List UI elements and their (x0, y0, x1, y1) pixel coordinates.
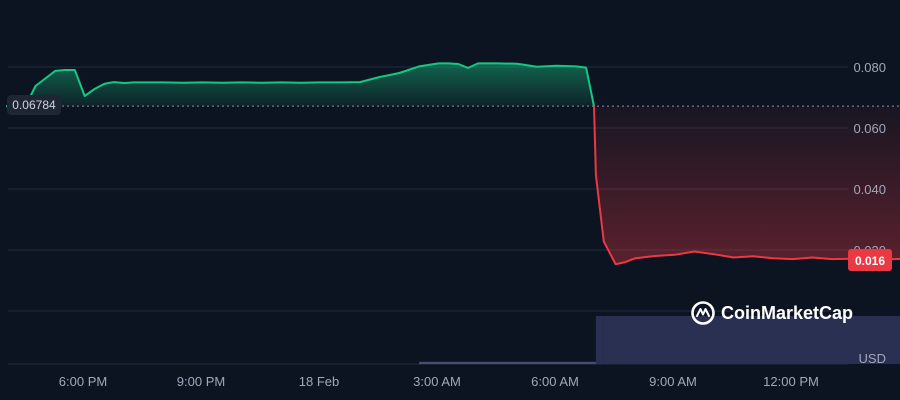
current-price-badge: 0.016 (848, 249, 892, 271)
x-tick-label: 6:00 PM (59, 374, 107, 389)
price-area-down (594, 106, 900, 265)
price-line-up (6, 62, 595, 108)
x-tick-label: 3:00 AM (413, 374, 461, 389)
reference-price-badge: 0.06784 (7, 95, 61, 115)
y-tick-label: 0.040 (853, 182, 886, 197)
coinmarketcap-watermark: CoinMarketCap (691, 301, 853, 325)
reference-badge-bg (7, 95, 61, 115)
current-price-badge-bg (848, 249, 892, 271)
x-tick-label: 12:00 PM (763, 374, 819, 389)
currency-label: USD (859, 351, 886, 366)
x-tick-label: 9:00 AM (649, 374, 697, 389)
x-tick-label: 18 Feb (299, 374, 339, 389)
x-axis: 6:00 PM 9:00 PM 18 Feb 3:00 AM 6:00 AM 9… (59, 374, 819, 389)
volume-bar (603, 316, 900, 364)
x-tick-label: 6:00 AM (531, 374, 579, 389)
x-tick-label: 9:00 PM (177, 374, 225, 389)
y-tick-label: 0.060 (853, 121, 886, 136)
price-area-up (6, 63, 594, 107)
volume-bar (419, 361, 596, 365)
coinmarketcap-logo-icon (691, 301, 715, 325)
brand-name: CoinMarketCap (721, 303, 853, 323)
volume-bar (595, 316, 604, 364)
reference-price-label: 0.06784 (12, 98, 56, 112)
price-line-down (593, 106, 900, 266)
current-price-label: 0.016 (855, 254, 885, 268)
volume-bars (419, 316, 900, 365)
y-tick-label: 0.080 (853, 60, 886, 75)
